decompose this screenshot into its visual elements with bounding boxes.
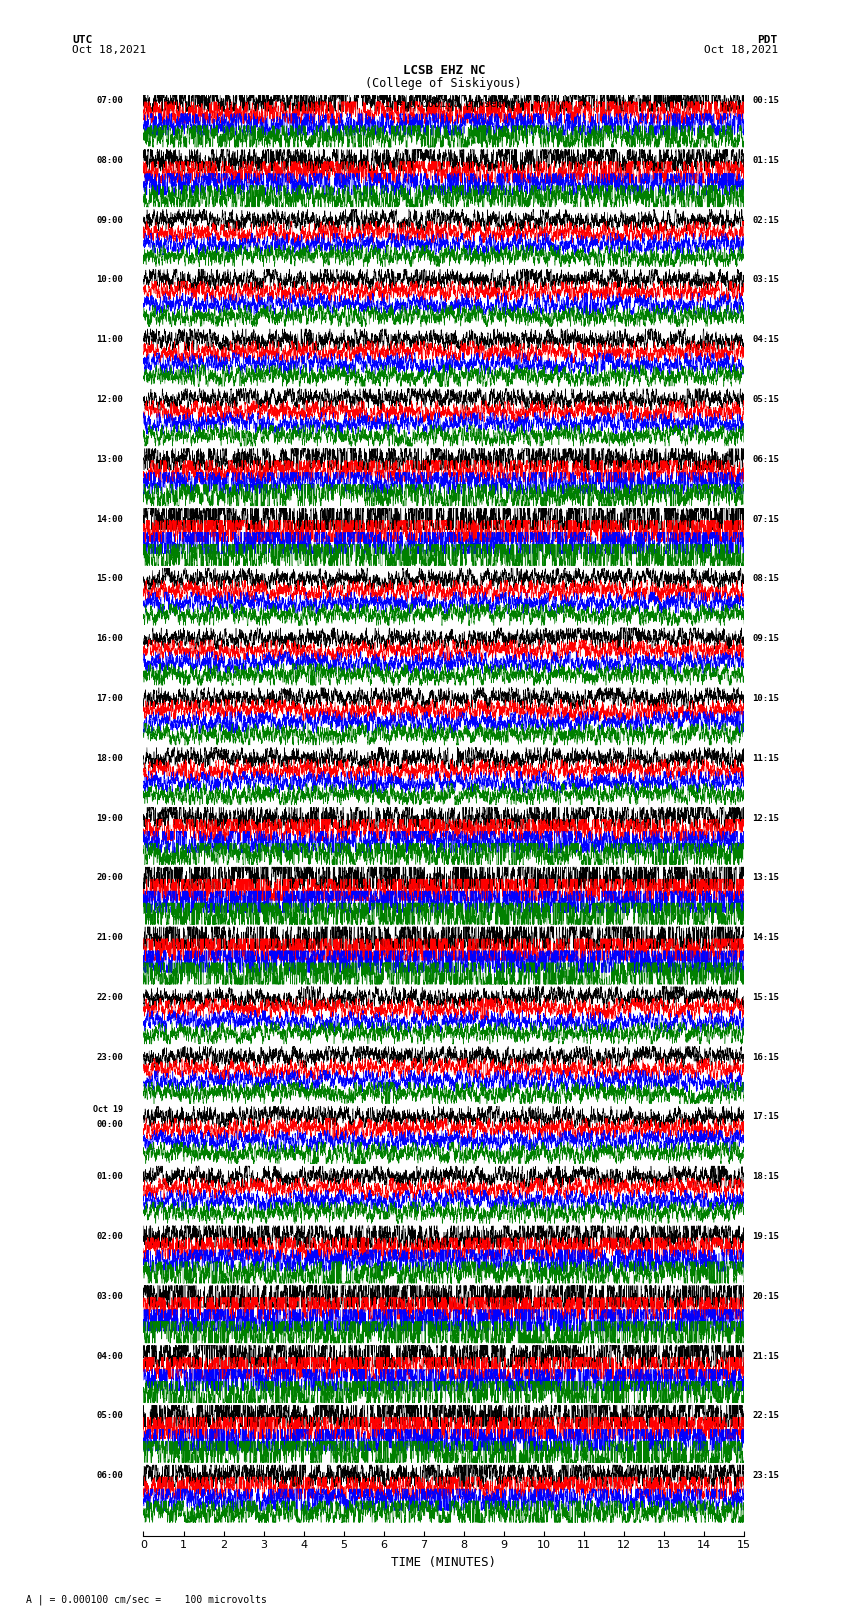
Text: 19:00: 19:00 [97,813,123,823]
Text: 20:15: 20:15 [752,1292,779,1300]
Text: UTC: UTC [72,35,93,45]
Text: 10:00: 10:00 [97,276,123,284]
Text: 18:00: 18:00 [97,753,123,763]
Text: 09:00: 09:00 [97,216,123,224]
Text: 18:15: 18:15 [752,1173,779,1181]
X-axis label: TIME (MINUTES): TIME (MINUTES) [391,1557,496,1569]
Text: 20:00: 20:00 [97,873,123,882]
Text: 19:15: 19:15 [752,1232,779,1240]
Text: 07:00: 07:00 [97,97,123,105]
Text: 04:15: 04:15 [752,336,779,344]
Text: 16:15: 16:15 [752,1053,779,1061]
Text: 11:00: 11:00 [97,336,123,344]
Text: 21:00: 21:00 [97,932,123,942]
Text: Oct 19: Oct 19 [94,1105,123,1115]
Text: 02:15: 02:15 [752,216,779,224]
Text: 16:00: 16:00 [97,634,123,644]
Text: 01:00: 01:00 [97,1173,123,1181]
Text: 15:00: 15:00 [97,574,123,584]
Text: 03:15: 03:15 [752,276,779,284]
Text: 10:15: 10:15 [752,694,779,703]
Text: 11:15: 11:15 [752,753,779,763]
Text: 05:00: 05:00 [97,1411,123,1421]
Text: 13:15: 13:15 [752,873,779,882]
Text: 07:15: 07:15 [752,515,779,524]
Text: 23:15: 23:15 [752,1471,779,1481]
Text: 14:15: 14:15 [752,932,779,942]
Text: A | = 0.000100 cm/sec =    100 microvolts: A | = 0.000100 cm/sec = 100 microvolts [26,1594,266,1605]
Text: 08:00: 08:00 [97,156,123,165]
Text: 17:00: 17:00 [97,694,123,703]
Text: PDT: PDT [757,35,778,45]
Text: 09:15: 09:15 [752,634,779,644]
Text: (College of Siskiyous): (College of Siskiyous) [366,77,522,90]
Text: 05:15: 05:15 [752,395,779,403]
Text: 01:15: 01:15 [752,156,779,165]
Text: Oct 18,2021: Oct 18,2021 [72,45,146,55]
Text: Oct 18,2021: Oct 18,2021 [704,45,778,55]
Text: 08:15: 08:15 [752,574,779,584]
Text: 06:00: 06:00 [97,1471,123,1481]
Text: 22:15: 22:15 [752,1411,779,1421]
Text: 13:00: 13:00 [97,455,123,465]
Text: 22:00: 22:00 [97,994,123,1002]
Text: LCSB EHZ NC: LCSB EHZ NC [403,65,485,77]
Text: 04:00: 04:00 [97,1352,123,1361]
Text: 00:15: 00:15 [752,97,779,105]
Text: 17:15: 17:15 [752,1113,779,1121]
Text: 21:15: 21:15 [752,1352,779,1361]
Text: 12:00: 12:00 [97,395,123,403]
Text: 14:00: 14:00 [97,515,123,524]
Text: 06:15: 06:15 [752,455,779,465]
Text: I = 0.000100 cm/sec: I = 0.000100 cm/sec [384,98,503,108]
Text: 15:15: 15:15 [752,994,779,1002]
Text: 02:00: 02:00 [97,1232,123,1240]
Text: 00:00: 00:00 [97,1119,123,1129]
Text: 12:15: 12:15 [752,813,779,823]
Text: 03:00: 03:00 [97,1292,123,1300]
Text: 23:00: 23:00 [97,1053,123,1061]
